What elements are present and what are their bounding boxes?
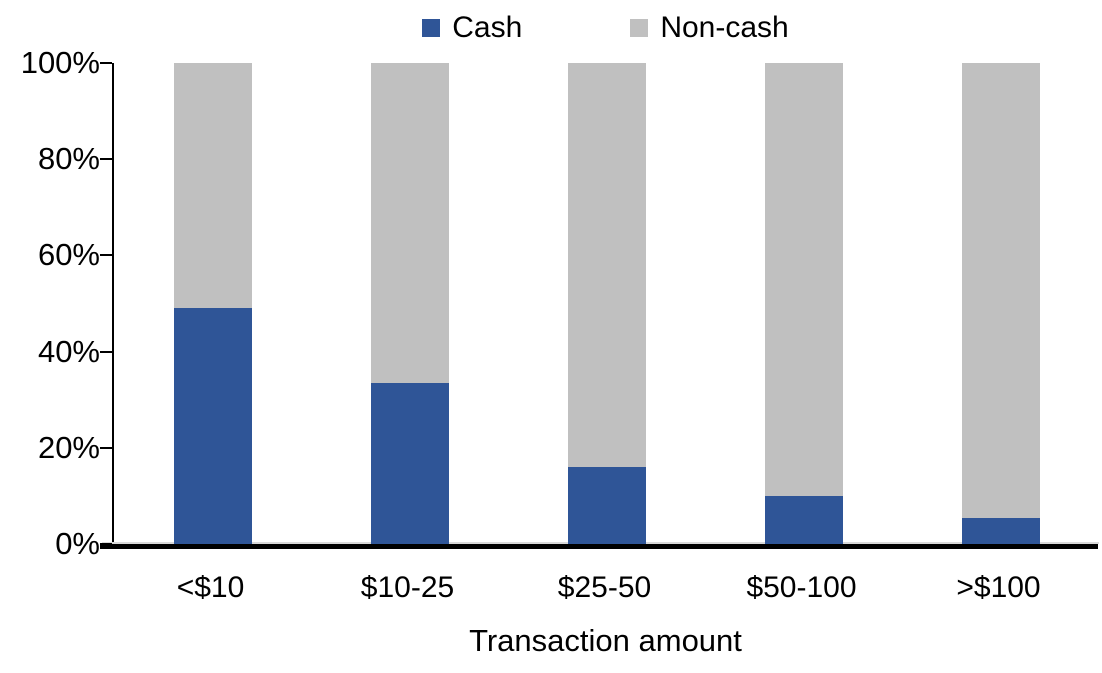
y-tick-mark [100,62,112,64]
x-tick-label: >$100 [956,571,1041,604]
stacked-bar [370,63,449,544]
stacked-bar [173,63,252,544]
bar-slot [508,63,705,544]
x-tick-label: $25-50 [557,571,652,604]
y-tick-label: 20% [37,429,100,465]
x-tick-label: $10-25 [360,571,455,604]
x-tick-label: <$10 [176,571,245,604]
y-tick-mark [100,158,112,161]
y-tick-mark [100,446,112,449]
y-tick-mark [100,254,112,257]
y-axis: 0% 20% 40% 60% 80% 100% [0,0,100,673]
bar-segment-noncash [370,63,449,383]
legend-item-cash: Cash [422,12,522,44]
legend-item-noncash: Non-cash [630,11,789,44]
y-tick-label: 0% [55,526,100,561]
bar-segment-noncash [764,63,843,496]
bar-slot [902,63,1099,544]
legend: Cash Non-cash [113,12,1098,44]
x-tick-label: $50-100 [746,571,857,604]
legend-label-noncash: Non-cash [660,11,789,44]
bar-segment-cash [173,308,252,544]
y-tick-label: 40% [37,333,100,369]
plot-area [100,62,1099,545]
bar-segment-cash [370,382,449,544]
bar-slot [705,63,902,544]
bar-segment-cash [567,467,646,544]
x-axis-line [100,544,1098,549]
legend-swatch-cash-icon [422,19,441,37]
y-tick-label: 100% [20,45,100,80]
y-tick-mark [100,350,112,353]
x-axis-labels: <$10 $10-25 $25-50 $50-100 >$100 [112,572,1097,604]
bar-segment-cash [961,517,1040,544]
bar-segment-noncash [173,63,252,309]
bar-segment-noncash [567,63,646,468]
bar-segment-noncash [961,63,1040,518]
bar-slot [311,63,508,544]
legend-swatch-noncash-icon [630,19,649,37]
stacked-bar [567,63,646,544]
stacked-bar [961,63,1040,544]
stacked-bar [764,63,843,544]
y-tick-label: 80% [37,141,100,177]
y-tick-label: 60% [37,237,100,273]
legend-label-cash: Cash [452,11,523,44]
x-axis-title: Transaction amount [469,623,742,658]
bars-container [114,63,1099,544]
bar-slot [114,63,311,544]
bar-segment-cash [764,495,843,544]
